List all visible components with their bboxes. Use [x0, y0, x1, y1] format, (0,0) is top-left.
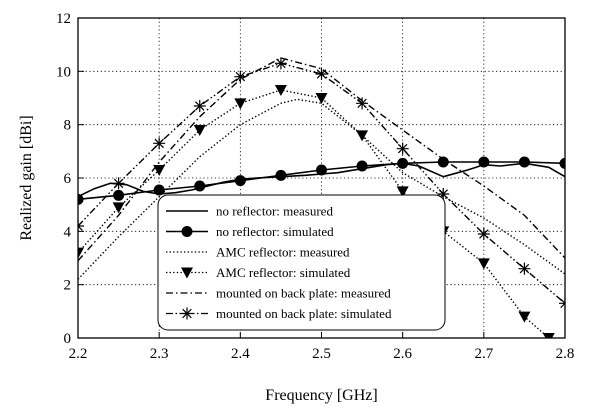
data-point	[153, 165, 166, 176]
data-point	[437, 156, 449, 168]
data-point	[518, 311, 531, 323]
data-point	[274, 57, 287, 70]
data-point	[275, 169, 287, 181]
series-6	[78, 57, 565, 310]
data-point	[234, 175, 246, 187]
data-point	[193, 100, 206, 112]
data-point	[153, 184, 165, 196]
data-point	[78, 193, 84, 205]
legend: no reflector: measured no reflector: simu…	[157, 194, 446, 331]
series-4	[78, 85, 555, 338]
data-point	[181, 267, 193, 279]
data-point	[112, 177, 125, 190]
data-point	[193, 125, 206, 136]
x-tick-label: 2.5	[312, 346, 331, 362]
series-5	[78, 57, 565, 262]
data-point	[181, 307, 193, 320]
x-tick-label: 2.6	[393, 346, 412, 362]
series-line	[78, 98, 565, 280]
x-tick-label: 2.3	[150, 346, 169, 362]
legend-box	[157, 194, 446, 331]
data-point	[397, 157, 409, 169]
data-point	[234, 70, 247, 83]
x-tick-label: 2.2	[69, 346, 88, 362]
legend-label: no reflector: simulated	[216, 224, 334, 239]
legend-label: AMC reflector: simulated	[216, 265, 351, 280]
plot-series	[78, 57, 565, 338]
series-line	[78, 57, 565, 262]
data-point	[356, 97, 369, 110]
y-tick-label: 6	[64, 171, 72, 187]
x-tick-label: 2.8	[556, 346, 575, 362]
data-point	[396, 142, 409, 155]
data-point	[437, 188, 450, 200]
y-tick-label: 10	[56, 64, 71, 80]
data-point	[78, 247, 84, 259]
data-point	[316, 164, 327, 176]
data-point	[478, 156, 490, 168]
y-axis-label: Realized gain [dBi]	[18, 115, 35, 240]
data-point	[113, 189, 125, 201]
data-point	[274, 85, 287, 96]
y-tick-label: 8	[64, 118, 72, 134]
data-point	[234, 98, 247, 110]
y-tick-label: 2	[64, 278, 72, 294]
legend-label: no reflector: measured	[216, 204, 333, 219]
data-point	[518, 262, 531, 275]
x-tick-label: 2.4	[231, 346, 250, 362]
y-tick-label: 4	[64, 224, 72, 240]
data-point	[356, 130, 369, 142]
series-2	[78, 156, 565, 205]
x-tick-label: 2.7	[474, 346, 493, 362]
legend-label: AMC reflector: measured	[216, 245, 350, 260]
data-point	[559, 157, 565, 169]
data-point	[356, 160, 368, 172]
data-point	[477, 258, 490, 270]
data-point	[542, 333, 555, 338]
data-point	[181, 226, 193, 237]
data-point	[112, 202, 125, 214]
data-point	[194, 180, 206, 192]
y-tick-label: 0	[64, 331, 72, 347]
data-point	[315, 68, 328, 80]
series-3	[78, 98, 565, 280]
data-point	[477, 228, 490, 240]
data-point	[396, 186, 409, 198]
legend-label: mounted on back plate: simulated	[216, 306, 392, 321]
y-tick-label: 12	[56, 11, 71, 27]
data-point	[518, 156, 530, 168]
x-axis-label: Frequency [GHz]	[265, 387, 377, 404]
legend-label: mounted on back plate: measured	[216, 286, 391, 301]
data-point	[315, 93, 328, 104]
data-point	[153, 137, 166, 150]
axis-ticks: 2.2 2.3 2.4 2.5 2.6 2.7 2.8 0 2 4 6 8 10 12	[56, 11, 574, 362]
